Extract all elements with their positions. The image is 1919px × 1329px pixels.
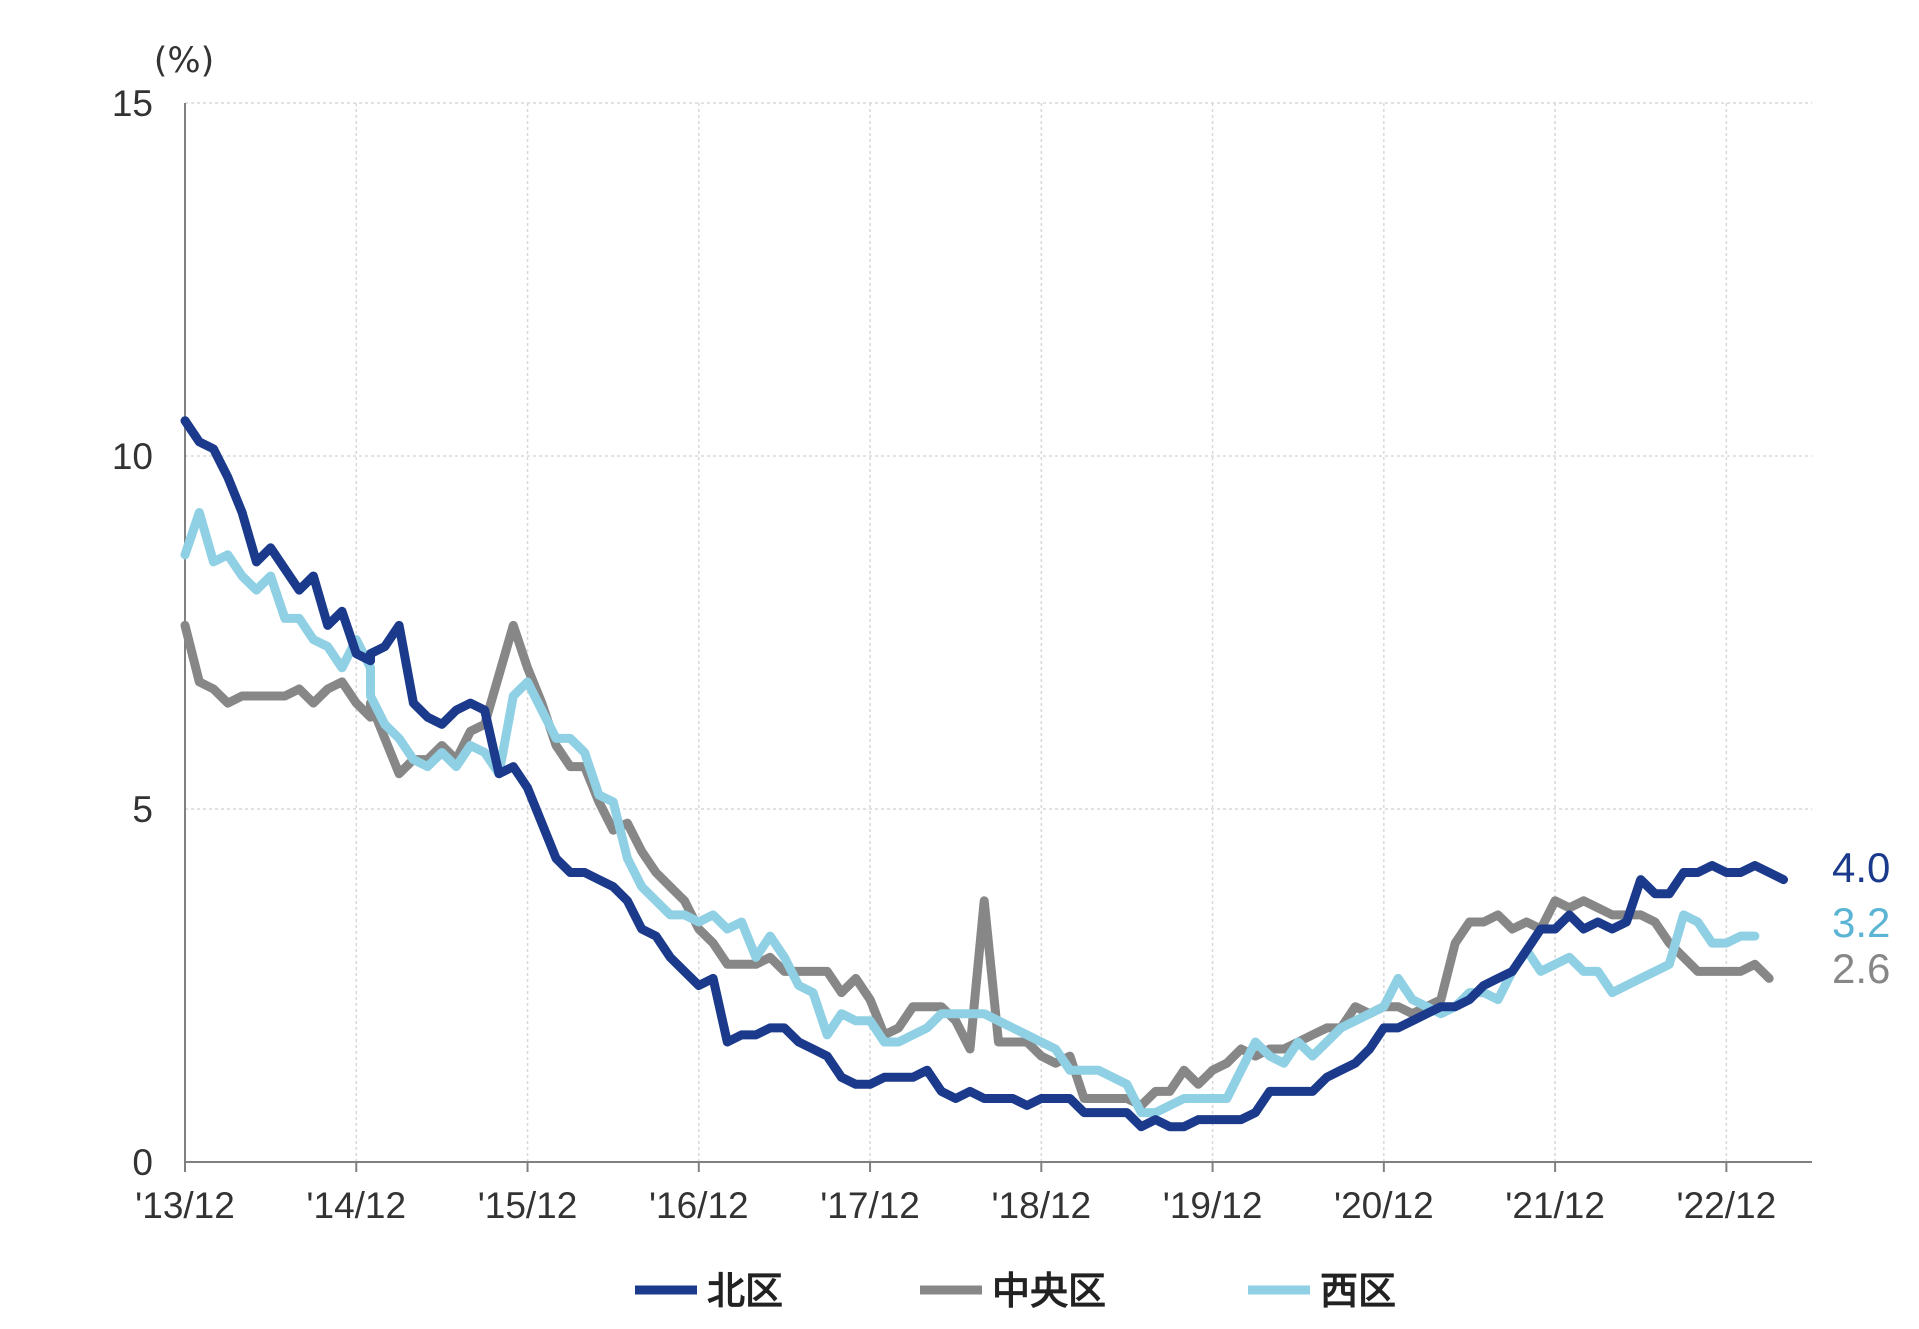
y-tick-label: 0 [132,1142,153,1183]
series-end-label: 3.2 [1832,899,1890,946]
legend: 北区 中央区 西区 [635,1269,1396,1313]
x-tick-label: '14/12 [306,1185,406,1226]
x-tick-label: '19/12 [1163,1185,1263,1226]
x-tick-label: '17/12 [820,1185,920,1226]
series-end-label: 2.6 [1832,945,1890,992]
y-axis-unit-label: (%) [154,41,215,81]
x-tick-label: '13/12 [135,1185,235,1226]
y-tick-label: 10 [112,436,153,477]
grid [185,102,1812,1162]
x-tick-label: '20/12 [1334,1185,1434,1226]
series-line-1 [180,620,1774,1110]
x-tick-label: '18/12 [991,1185,1091,1226]
series-line-0 [180,416,1788,1132]
labels: 0 5 10 15 '13/12 '14/12 '15/12 '16/12 '17/12 '18/… [112,41,1891,1226]
x-tick-label: '16/12 [649,1185,749,1226]
series-lines [180,416,1788,1132]
y-tick-label: 15 [112,83,153,124]
x-tick-label: '22/12 [1677,1185,1777,1226]
y-tick-label: 5 [132,789,153,830]
series-line-2 [180,508,1760,1118]
legend-label: 中央区 [992,1269,1106,1313]
legend-label: 北区 [707,1269,783,1313]
legend-label: 西区 [1320,1269,1396,1313]
series-end-label: 4.0 [1832,844,1890,891]
x-tick-label: '15/12 [478,1185,578,1226]
x-tick-label: '21/12 [1505,1185,1605,1226]
